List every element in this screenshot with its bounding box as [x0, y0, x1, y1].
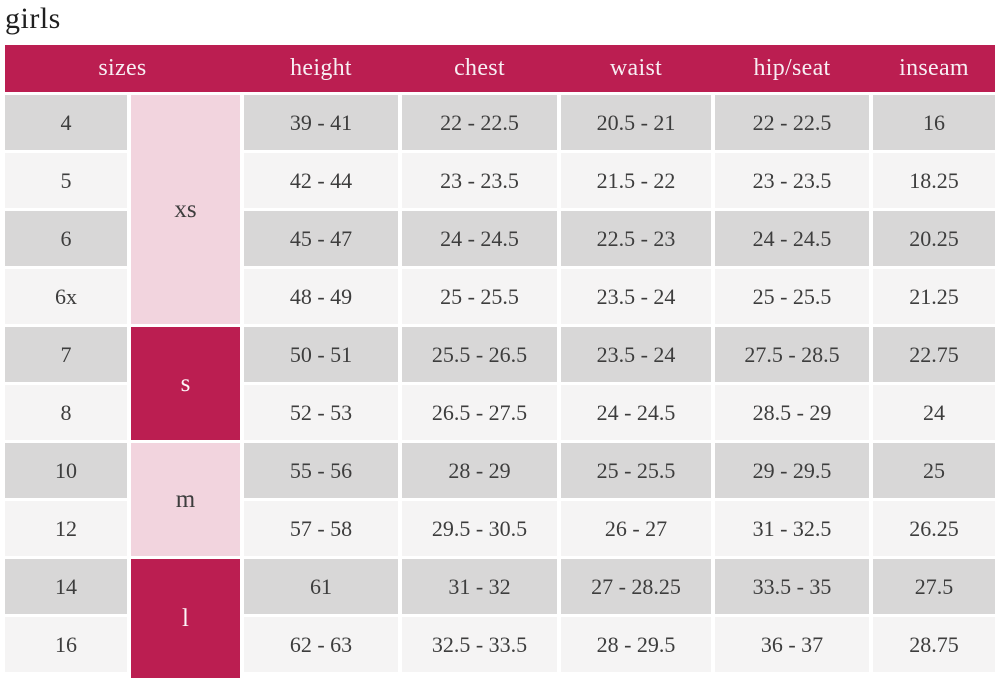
chest-cell: 25 - 25.5 — [402, 269, 557, 324]
height-cell: 62 - 63 — [244, 617, 398, 672]
column-header-waist: waist — [609, 55, 663, 81]
table-header-row: sizes height chest waist hip/seat inseam — [5, 45, 995, 92]
page-title: girls — [5, 2, 61, 35]
column-header-sizes: sizes — [98, 55, 147, 81]
hip-seat-cell: 36 - 37 — [715, 617, 869, 672]
height-cell: 61 — [244, 559, 398, 614]
size-table-body: xs s m l 4 39 - 41 22 - 22.5 20.5 - 21 22 - 22.5… — [5, 95, 995, 678]
size-cell: 14 — [5, 559, 127, 614]
inseam-cell: 18.25 — [873, 153, 995, 208]
size-group-cell-s: s — [131, 327, 240, 440]
chest-cell: 25.5 - 26.5 — [402, 327, 557, 382]
height-cell: 39 - 41 — [244, 95, 398, 150]
chest-cell: 23 - 23.5 — [402, 153, 557, 208]
size-cell: 12 — [5, 501, 127, 556]
column-header-inseam: inseam — [899, 55, 969, 81]
chest-cell: 24 - 24.5 — [402, 211, 557, 266]
chest-cell: 31 - 32 — [402, 559, 557, 614]
height-cell: 55 - 56 — [244, 443, 398, 498]
size-cell: 4 — [5, 95, 127, 150]
hip-seat-cell: 24 - 24.5 — [715, 211, 869, 266]
height-cell: 52 - 53 — [244, 385, 398, 440]
inseam-cell: 28.75 — [873, 617, 995, 672]
size-group-cell-l: l — [131, 559, 240, 678]
hip-seat-cell: 33.5 - 35 — [715, 559, 869, 614]
height-cell: 57 - 58 — [244, 501, 398, 556]
waist-cell: 20.5 - 21 — [561, 95, 711, 150]
height-cell: 42 - 44 — [244, 153, 398, 208]
chest-cell: 26.5 - 27.5 — [402, 385, 557, 440]
column-header-height: height — [290, 55, 352, 81]
inseam-cell: 27.5 — [873, 559, 995, 614]
size-cell: 7 — [5, 327, 127, 382]
height-cell: 45 - 47 — [244, 211, 398, 266]
waist-cell: 28 - 29.5 — [561, 617, 711, 672]
chest-cell: 29.5 - 30.5 — [402, 501, 557, 556]
chest-cell: 32.5 - 33.5 — [402, 617, 557, 672]
hip-seat-cell: 27.5 - 28.5 — [715, 327, 869, 382]
inseam-cell: 20.25 — [873, 211, 995, 266]
size-cell: 6 — [5, 211, 127, 266]
hip-seat-cell: 28.5 - 29 — [715, 385, 869, 440]
column-header-hip-seat: hip/seat — [753, 55, 831, 81]
inseam-cell: 21.25 — [873, 269, 995, 324]
size-group-cell-xs: xs — [131, 95, 240, 324]
hip-seat-cell: 22 - 22.5 — [715, 95, 869, 150]
inseam-cell: 24 — [873, 385, 995, 440]
size-cell: 5 — [5, 153, 127, 208]
waist-cell: 22.5 - 23 — [561, 211, 711, 266]
hip-seat-cell: 25 - 25.5 — [715, 269, 869, 324]
waist-cell: 24 - 24.5 — [561, 385, 711, 440]
size-cell: 6x — [5, 269, 127, 324]
size-cell: 8 — [5, 385, 127, 440]
waist-cell: 21.5 - 22 — [561, 153, 711, 208]
size-chart-page: girls sizes height chest waist hip/seat … — [5, 0, 995, 678]
inseam-cell: 22.75 — [873, 327, 995, 382]
waist-cell: 26 - 27 — [561, 501, 711, 556]
size-group-cell-m: m — [131, 443, 240, 556]
waist-cell: 25 - 25.5 — [561, 443, 711, 498]
inseam-cell: 25 — [873, 443, 995, 498]
size-cell: 16 — [5, 617, 127, 672]
chest-cell: 22 - 22.5 — [402, 95, 557, 150]
size-cell: 10 — [5, 443, 127, 498]
column-header-chest: chest — [454, 55, 505, 81]
inseam-cell: 16 — [873, 95, 995, 150]
hip-seat-cell: 31 - 32.5 — [715, 501, 869, 556]
waist-cell: 23.5 - 24 — [561, 269, 711, 324]
chest-cell: 28 - 29 — [402, 443, 557, 498]
hip-seat-cell: 23 - 23.5 — [715, 153, 869, 208]
inseam-cell: 26.25 — [873, 501, 995, 556]
hip-seat-cell: 29 - 29.5 — [715, 443, 869, 498]
waist-cell: 27 - 28.25 — [561, 559, 711, 614]
height-cell: 50 - 51 — [244, 327, 398, 382]
height-cell: 48 - 49 — [244, 269, 398, 324]
waist-cell: 23.5 - 24 — [561, 327, 711, 382]
